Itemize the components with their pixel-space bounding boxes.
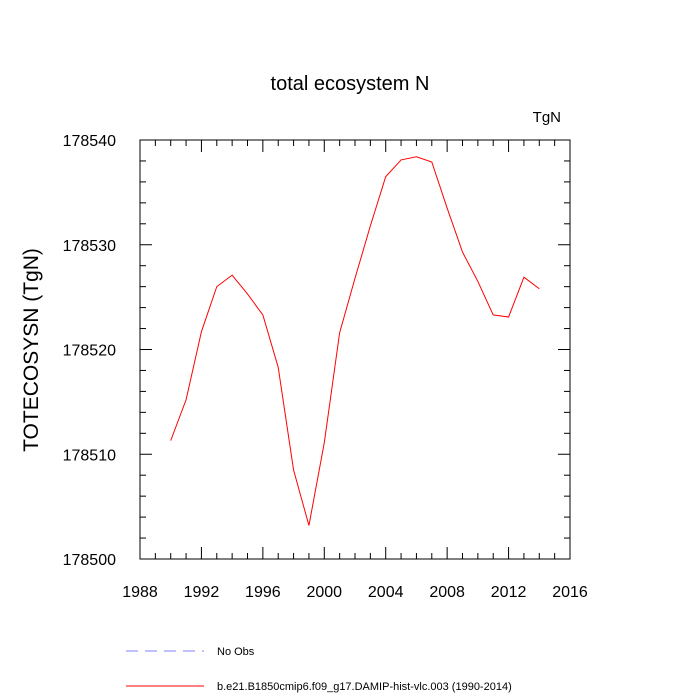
series-line-1 — [170, 156, 540, 526]
x-tick-label: 2004 — [368, 584, 404, 601]
legend-label-0: No Obs — [217, 646, 255, 658]
y-axis-label: TOTECOSYSN (TgN) — [20, 248, 43, 452]
chart-title: total ecosystem N — [271, 73, 430, 95]
y-tick-label: 178520 — [63, 343, 116, 360]
x-tick-label: 2008 — [429, 584, 465, 601]
x-tick-label: 2016 — [552, 584, 588, 601]
series-lines — [170, 156, 540, 526]
units-label: TgN — [533, 109, 561, 126]
tick-labels: 1988 1992 1996 2000 2004 2008 2012 2016 178500 17… — [63, 133, 588, 601]
plot-frame — [139, 139, 571, 560]
x-tick-label: 2000 — [306, 584, 342, 601]
y-tick-label: 178540 — [63, 133, 116, 150]
legend-label-1: b.e21.B1850cmip6.f09_g17.DAMIP-hist-vlc.… — [217, 681, 512, 693]
y-tick-label: 178530 — [63, 238, 116, 255]
y-tick-label: 178500 — [63, 552, 116, 569]
x-tick-label: 2012 — [491, 584, 527, 601]
x-tick-label: 1992 — [184, 584, 220, 601]
axis-ticks — [139, 139, 571, 560]
y-tick-label: 178510 — [63, 447, 116, 464]
legend: No Obs b.e21.B1850cmip6.f09_g17.DAMIP-his… — [126, 646, 512, 693]
x-tick-label: 1988 — [122, 584, 158, 601]
x-tick-label: 1996 — [245, 584, 281, 601]
